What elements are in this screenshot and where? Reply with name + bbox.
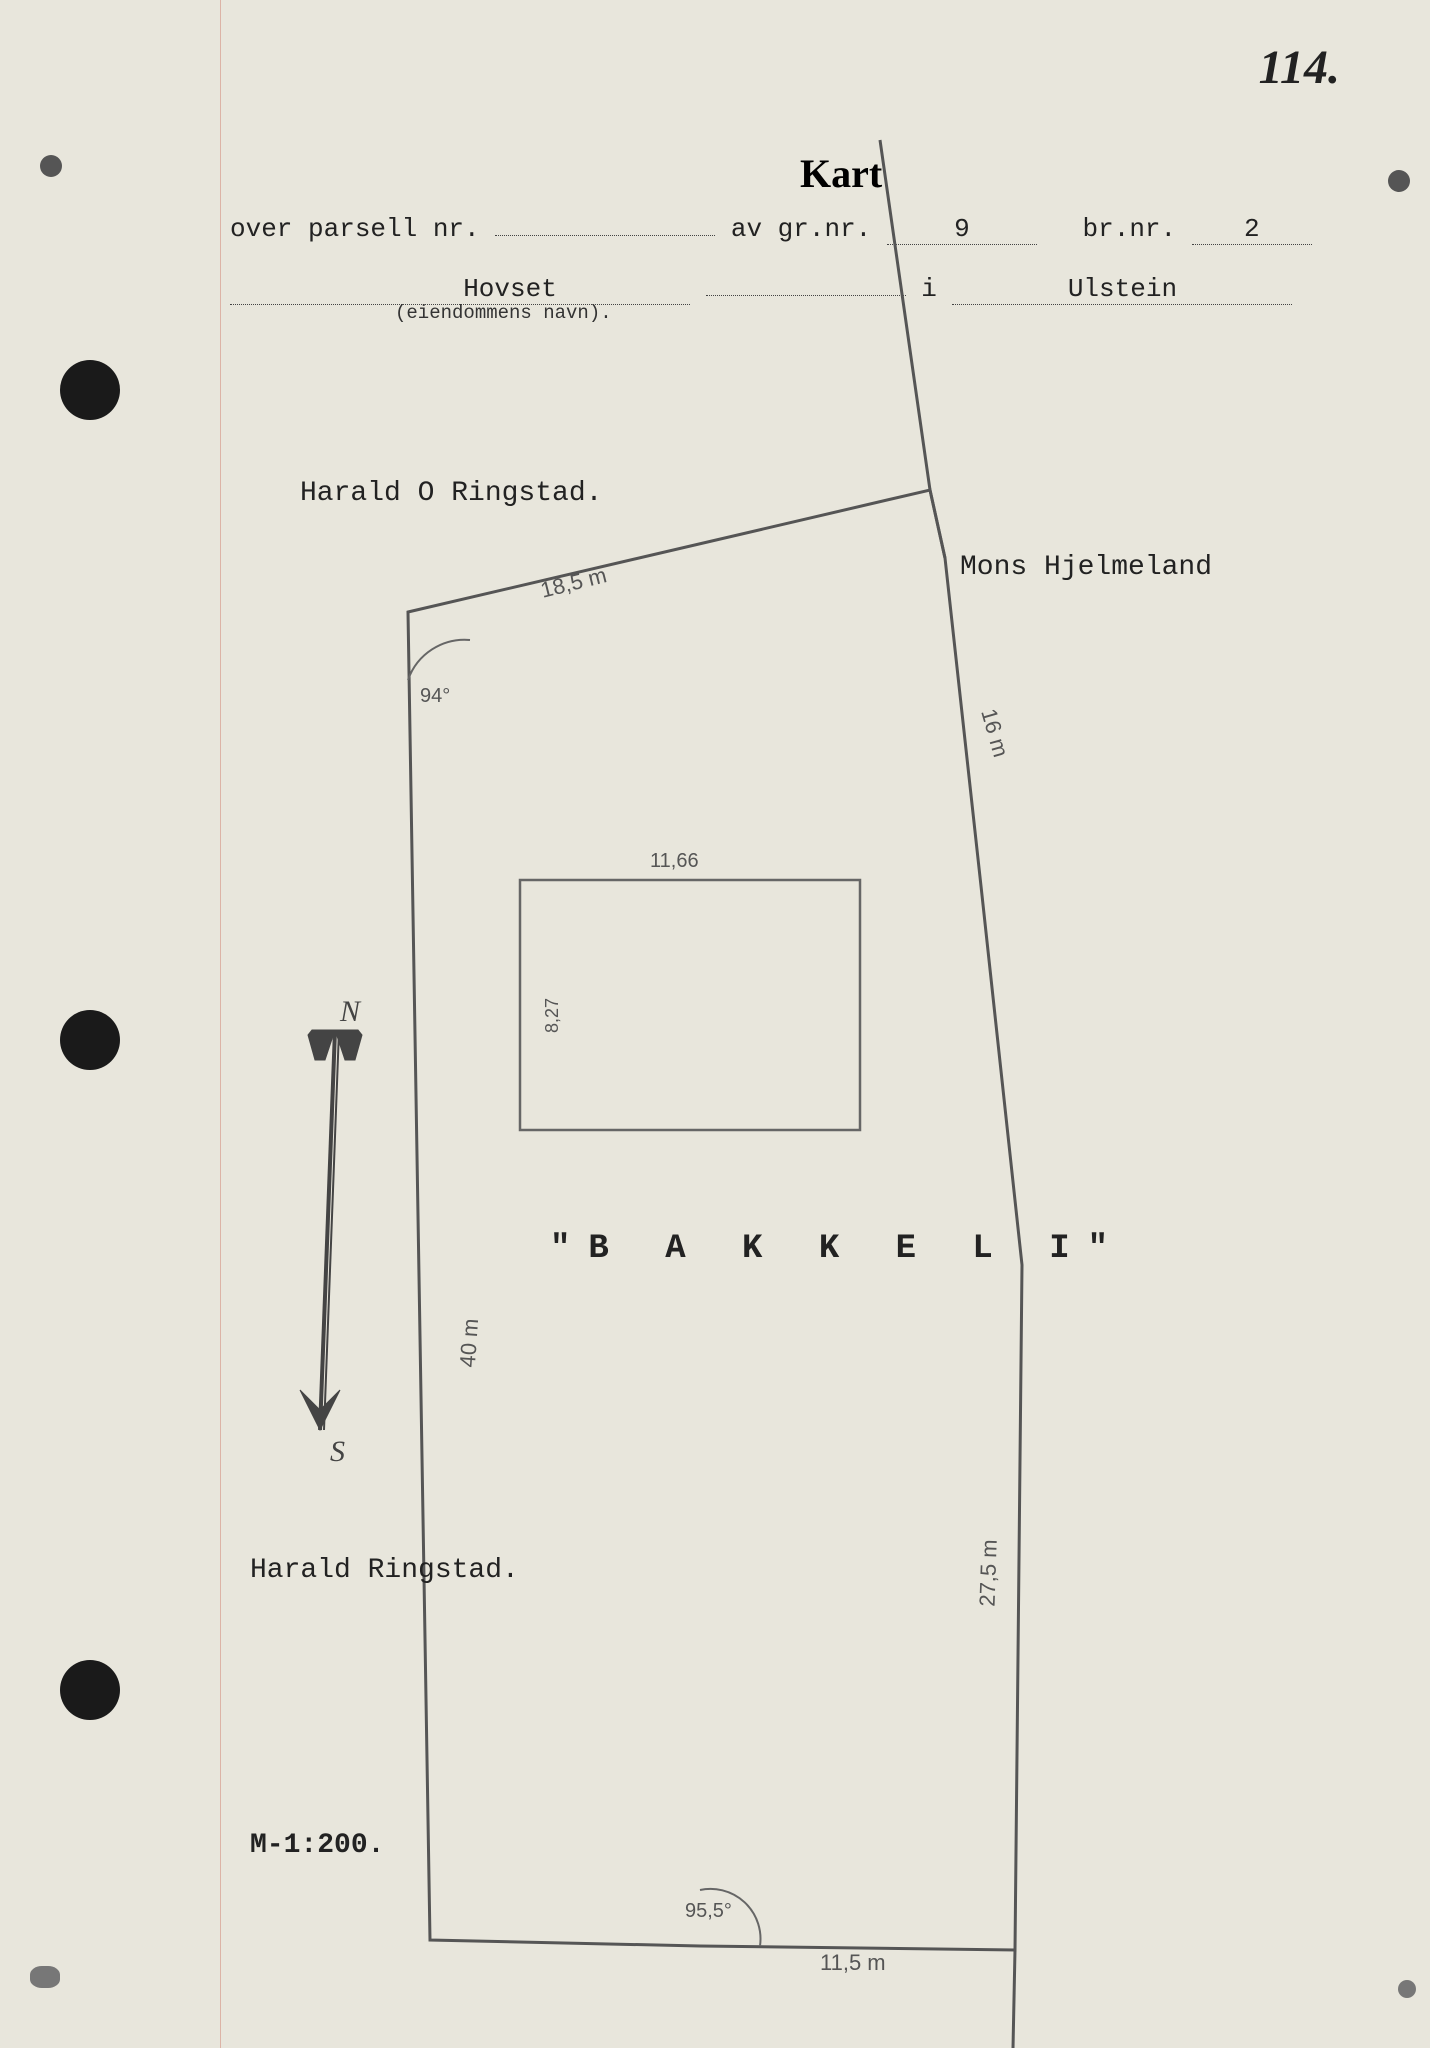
neighbor-north: Harald O Ringstad. bbox=[300, 478, 602, 509]
measure-left: 40 m bbox=[455, 1318, 484, 1369]
measure-sw-angle: 95,5° bbox=[685, 1900, 732, 1923]
neighbor-east: Mons Hjelmeland bbox=[960, 552, 1212, 583]
parcel-boundary bbox=[408, 490, 1022, 1950]
measure-nw-angle: 94° bbox=[420, 685, 450, 708]
map-drawing bbox=[0, 0, 1430, 2048]
measure-building-top: 11,66 bbox=[650, 850, 699, 873]
neighbor-west: Harald Ringstad. bbox=[250, 1555, 519, 1586]
road-line-bottom bbox=[1013, 1950, 1015, 2048]
building-outline bbox=[520, 880, 860, 1130]
measure-building-left: 8,27 bbox=[542, 998, 563, 1033]
document-page: 114. Kart over parsell nr. av gr.nr. 9 b… bbox=[0, 0, 1430, 2048]
measure-right-lower: 27,5 m bbox=[974, 1539, 1002, 1607]
measure-bottom: 11,5 m bbox=[820, 1950, 886, 1976]
scale-label: M-1:200. bbox=[250, 1830, 384, 1861]
compass-south: S bbox=[330, 1435, 345, 1469]
compass-arrow-line bbox=[320, 1030, 335, 1430]
angle-arc-nw bbox=[408, 640, 470, 680]
compass-north: N bbox=[340, 995, 360, 1029]
parcel-name: "B A K K E L I" bbox=[550, 1230, 1126, 1268]
